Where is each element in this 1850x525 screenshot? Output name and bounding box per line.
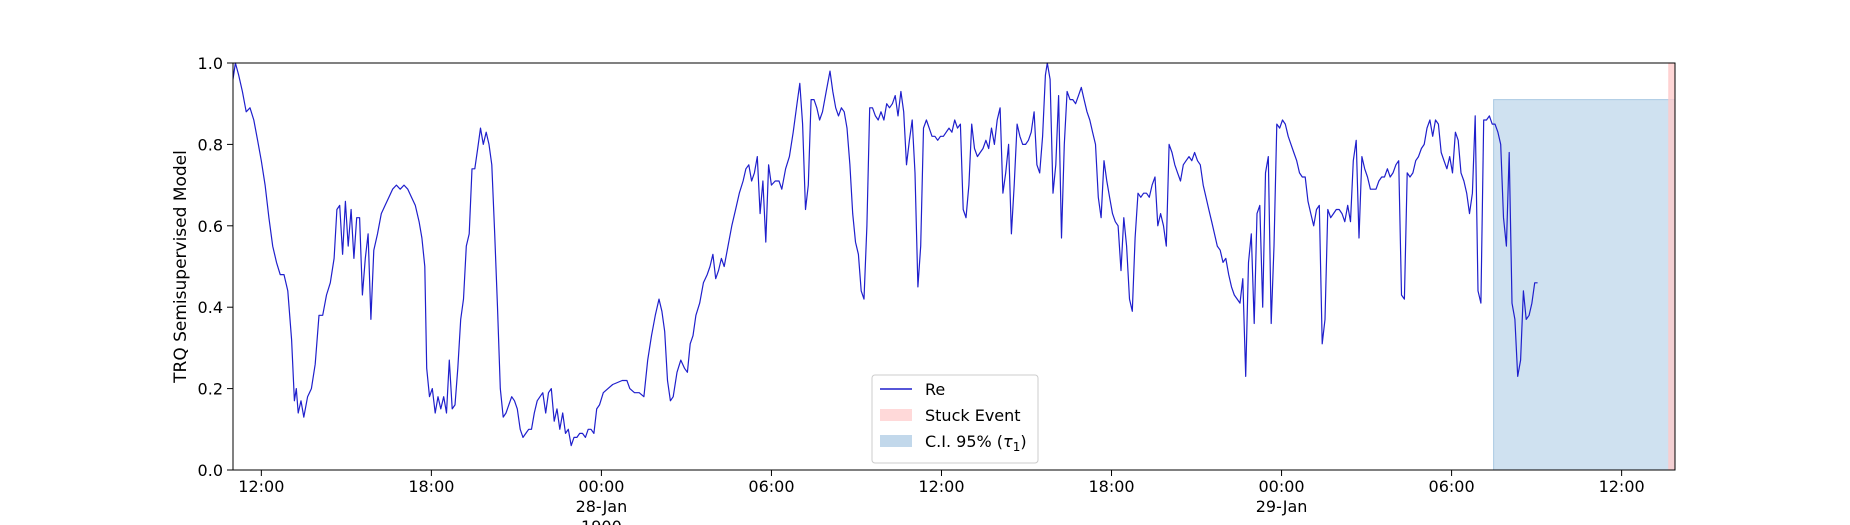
- x-axis-ticks: 12:0018:0000:0028-Jan190006:0012:0018:00…: [238, 470, 1645, 525]
- x-tick-sublabel: 29-Jan: [1256, 497, 1308, 516]
- y-tick-label: 0.2: [198, 380, 223, 399]
- y-axis-label: TRQ Semisupervised Model: [171, 150, 191, 384]
- legend-patch-swatch: [880, 409, 912, 421]
- y-tick-label: 0.8: [198, 135, 223, 154]
- x-tick-label: 18:00: [408, 477, 454, 496]
- plot-frame: [232, 62, 1676, 471]
- region-c-i-95: [1493, 99, 1676, 471]
- x-tick-label: 12:00: [918, 477, 964, 496]
- x-tick-label: 00:00: [578, 477, 624, 496]
- shaded-regions: [1493, 62, 1676, 471]
- legend-label: Re: [925, 380, 945, 399]
- region-stuck-event: [1668, 62, 1676, 471]
- y-tick-label: 0.0: [198, 461, 223, 480]
- x-tick-label: 18:00: [1088, 477, 1134, 496]
- x-tick-label: 06:00: [748, 477, 794, 496]
- series-line-re: [232, 62, 1538, 447]
- x-tick-label: 00:00: [1259, 477, 1305, 496]
- legend-patch-swatch: [880, 435, 912, 447]
- x-tick-sublabel: 1900: [581, 517, 622, 525]
- legend: Re Stuck Event C.I. 95% (τ1): [871, 374, 1039, 464]
- y-tick-label: 0.4: [198, 298, 223, 317]
- legend-label: Stuck Event: [925, 406, 1021, 425]
- x-tick-label: 12:00: [1599, 477, 1645, 496]
- y-tick-label: 0.6: [198, 217, 223, 236]
- y-tick-label: 1.0: [198, 54, 223, 73]
- legend-box: [871, 374, 1039, 464]
- x-tick-label: 06:00: [1429, 477, 1475, 496]
- x-tick-label: 12:00: [238, 477, 284, 496]
- legend-label: C.I. 95% (τ1): [925, 432, 1027, 454]
- x-tick-sublabel: 28-Jan: [576, 497, 628, 516]
- y-axis-ticks: 0.0 0.2 0.4 0.6 0.8 1.0: [198, 54, 233, 480]
